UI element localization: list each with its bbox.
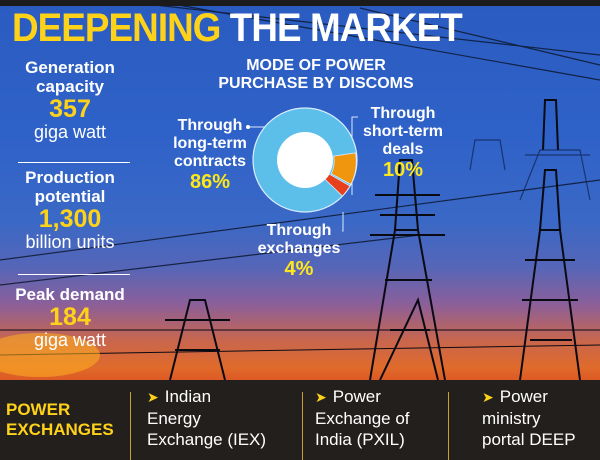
callout-long-term: Through long-term contracts 86% [173, 117, 247, 193]
arrow-bullet-icon: ➤ [147, 389, 159, 405]
stat-peak-demand: Peak demand 184 giga watt [6, 285, 134, 350]
stat-value: 184 [49, 303, 91, 331]
divider [18, 162, 130, 163]
divider [448, 392, 449, 460]
stat-value: 357 [49, 95, 91, 123]
power-exchanges-heading: POWER EXCHANGES [6, 400, 114, 439]
donut-hole [277, 132, 333, 188]
power-pylons-background [0, 0, 600, 380]
exchange-item-pxil: ➤ Power Exchange of India (PXIL) [315, 387, 410, 449]
callout-short-term: Through short-term deals 10% [362, 105, 443, 181]
page-title: DEEPENING THE MARKET [12, 6, 463, 50]
stat-value: 1,300 [38, 205, 102, 233]
divider [302, 392, 303, 460]
arrow-bullet-icon: ➤ [315, 389, 327, 405]
exchange-item-iex: ➤ Indian Energy Exchange (IEX) [147, 387, 267, 449]
stat-production-potential: Production potential 1,300 billion units [6, 168, 134, 252]
chart-title: MODE OF POWER PURCHASE BY DISCOMS [218, 57, 414, 92]
donut-chart [246, 107, 358, 232]
divider [130, 392, 131, 460]
arrow-bullet-icon: ➤ [482, 389, 494, 405]
divider [18, 274, 130, 275]
segment-short-term [330, 152, 357, 185]
power-exchanges-panel: POWER EXCHANGES ➤ Indian Energy Exchange … [0, 380, 600, 460]
top-bar [0, 0, 600, 6]
stat-generation-capacity: Generation capacity 357 giga watt [6, 58, 134, 142]
callout-exchanges: Through exchanges 4% [257, 222, 341, 280]
exchange-item-deep: ➤ Power ministry portal DEEP [482, 387, 576, 449]
